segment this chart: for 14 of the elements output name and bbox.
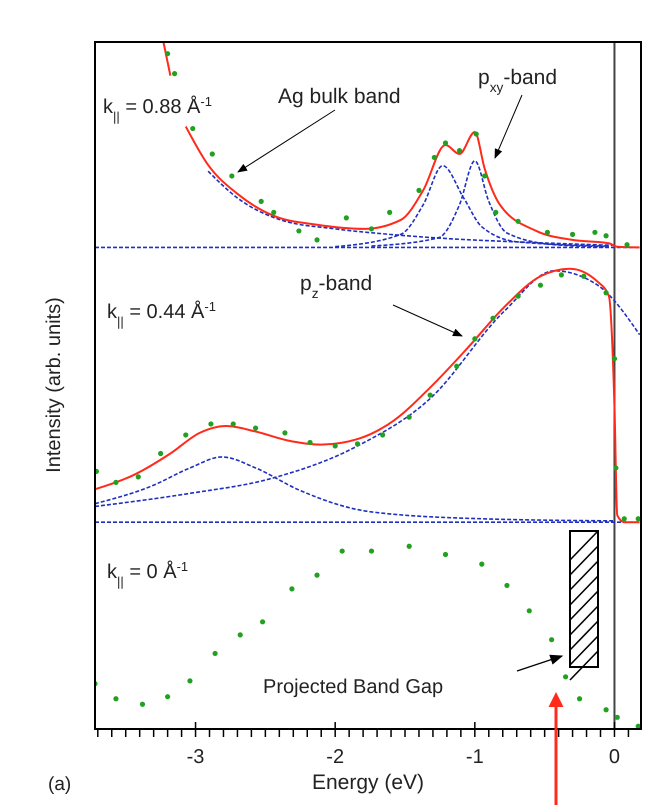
annotation: k$_{||}$ = 0 Å$^{-1}$ bbox=[107, 558, 188, 588]
x-axis-title: Energy (eV) bbox=[312, 771, 424, 794]
annotation: p$_{z}$-band bbox=[300, 272, 372, 300]
annotation: k$_{||}$ = 0.44 Å$^{-1}$ bbox=[107, 298, 216, 328]
x-tick-label: -2 bbox=[326, 746, 344, 768]
annotation: p$_{xy}$-band bbox=[478, 66, 558, 94]
x-tick-label: -1 bbox=[466, 746, 484, 768]
text: (a) bbox=[48, 774, 72, 795]
y-axis-title: Intensity (arb. units) bbox=[43, 297, 65, 473]
x-tick-label: 0 bbox=[608, 746, 620, 768]
annotation: Ag bulk band bbox=[278, 85, 401, 108]
annotation: k$_{||}$ = 0.88 Å$^{-1}$ bbox=[103, 94, 212, 124]
x-tick-label: -3 bbox=[186, 746, 204, 768]
annotation: Projected Band Gap bbox=[263, 676, 444, 698]
